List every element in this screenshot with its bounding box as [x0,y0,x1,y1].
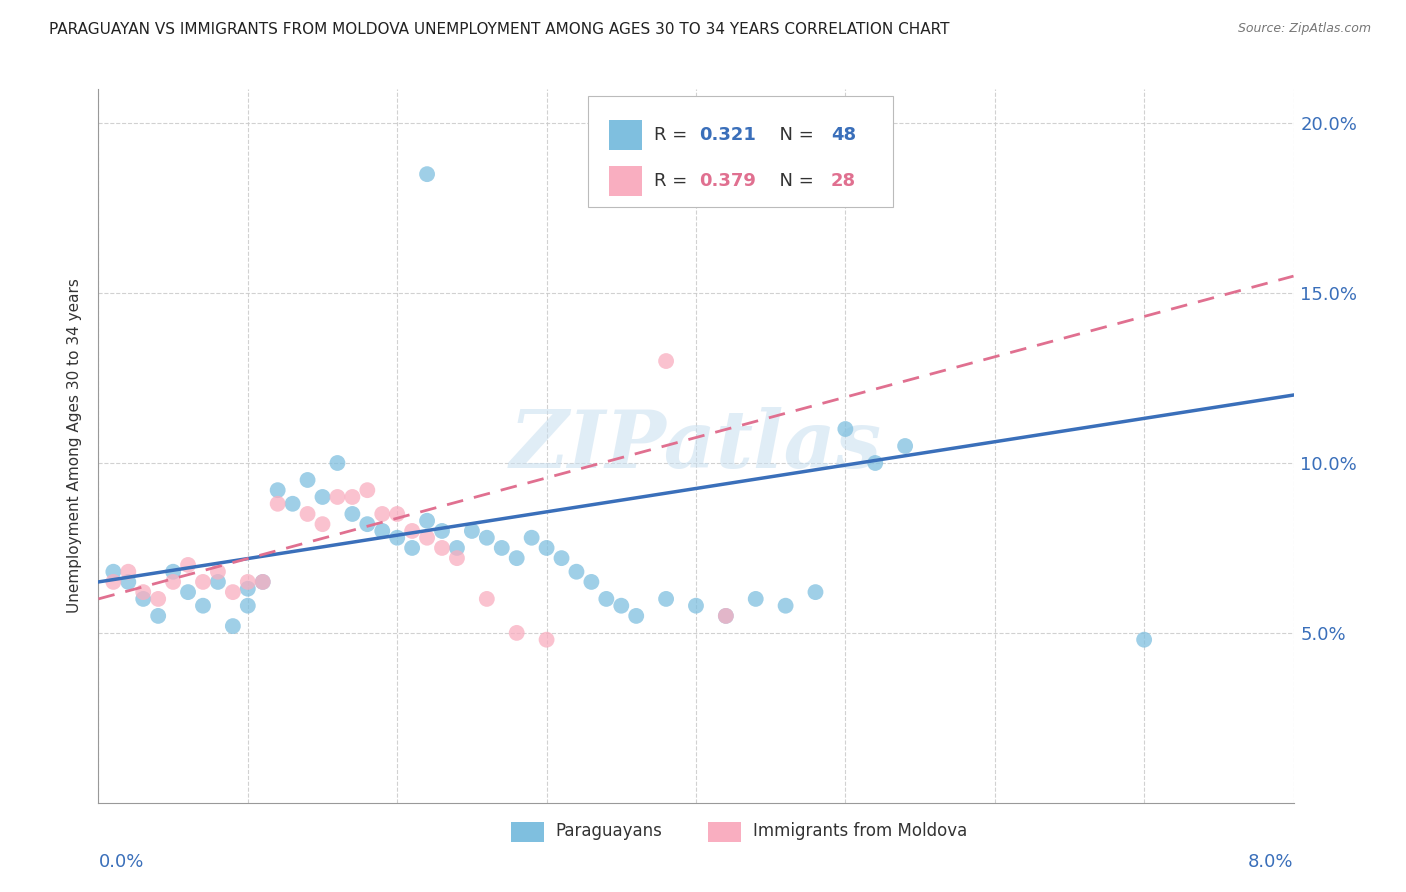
Point [222,619,245,633]
Point [506,551,529,566]
Point [356,517,378,532]
Point [103,565,125,579]
Point [416,531,439,545]
FancyBboxPatch shape [589,96,893,207]
Point [714,608,737,623]
Point [416,514,439,528]
Point [475,531,498,545]
Point [430,541,453,555]
Point [132,585,155,599]
Bar [609,120,643,150]
Point [491,541,513,555]
Point [117,574,139,589]
Point [385,531,409,545]
Point [222,585,245,599]
Point [446,541,468,555]
Point [117,565,139,579]
Point [581,574,603,589]
Text: PARAGUAYAN VS IMMIGRANTS FROM MOLDOVA UNEMPLOYMENT AMONG AGES 30 TO 34 YEARS COR: PARAGUAYAN VS IMMIGRANTS FROM MOLDOVA UN… [49,22,949,37]
Point [506,626,529,640]
Point [267,483,290,498]
Point [252,574,274,589]
Point [610,599,633,613]
Point [371,507,394,521]
Point [655,591,678,606]
Point [132,591,155,606]
Text: ZIPatlas: ZIPatlas [510,408,882,484]
Point [865,456,887,470]
Point [1133,632,1156,647]
Text: Source: ZipAtlas.com: Source: ZipAtlas.com [1237,22,1371,36]
Text: Paraguayans: Paraguayans [555,822,662,840]
Text: Immigrants from Moldova: Immigrants from Moldova [754,822,967,840]
Point [177,558,200,572]
Point [236,582,259,596]
Point [446,551,468,566]
Point [401,524,423,538]
Point [267,497,290,511]
Point [297,507,319,521]
Y-axis label: Unemployment Among Ages 30 to 34 years: Unemployment Among Ages 30 to 34 years [67,278,83,614]
Text: R =: R = [654,126,693,144]
Bar [609,166,643,196]
Point [430,524,453,538]
Text: 0.321: 0.321 [700,126,756,144]
Point [236,599,259,613]
Text: 0.0%: 0.0% [98,853,143,871]
Point [804,585,827,599]
Point [148,591,170,606]
Point [236,574,259,589]
Point [595,591,617,606]
Point [894,439,917,453]
Point [461,524,484,538]
Point [834,422,856,436]
Point [342,507,364,521]
Point [342,490,364,504]
Point [103,574,125,589]
Point [565,565,588,579]
Point [520,531,543,545]
Point [177,585,200,599]
Point [326,490,349,504]
Point [281,497,304,511]
Point [475,591,498,606]
Point [326,456,349,470]
Point [162,574,184,589]
Text: 8.0%: 8.0% [1249,853,1294,871]
Text: R =: R = [654,172,693,190]
Point [745,591,768,606]
Point [626,608,648,623]
Text: 28: 28 [831,172,856,190]
Point [297,473,319,487]
Bar [510,822,544,842]
Point [311,490,333,504]
Point [207,574,229,589]
Point [311,517,333,532]
Point [655,354,678,368]
Point [416,167,439,181]
Point [536,541,558,555]
Point [371,524,394,538]
Text: 48: 48 [831,126,856,144]
Text: N =: N = [768,172,820,190]
Bar [709,822,741,842]
Point [207,565,229,579]
Point [775,599,797,613]
Text: 0.379: 0.379 [700,172,756,190]
Text: N =: N = [768,126,820,144]
Point [191,574,214,589]
Point [550,551,572,566]
Point [148,608,170,623]
Point [685,599,707,613]
Point [162,565,184,579]
Point [191,599,214,613]
Point [401,541,423,555]
Point [714,608,737,623]
Point [385,507,409,521]
Point [252,574,274,589]
Point [536,632,558,647]
Point [356,483,378,498]
